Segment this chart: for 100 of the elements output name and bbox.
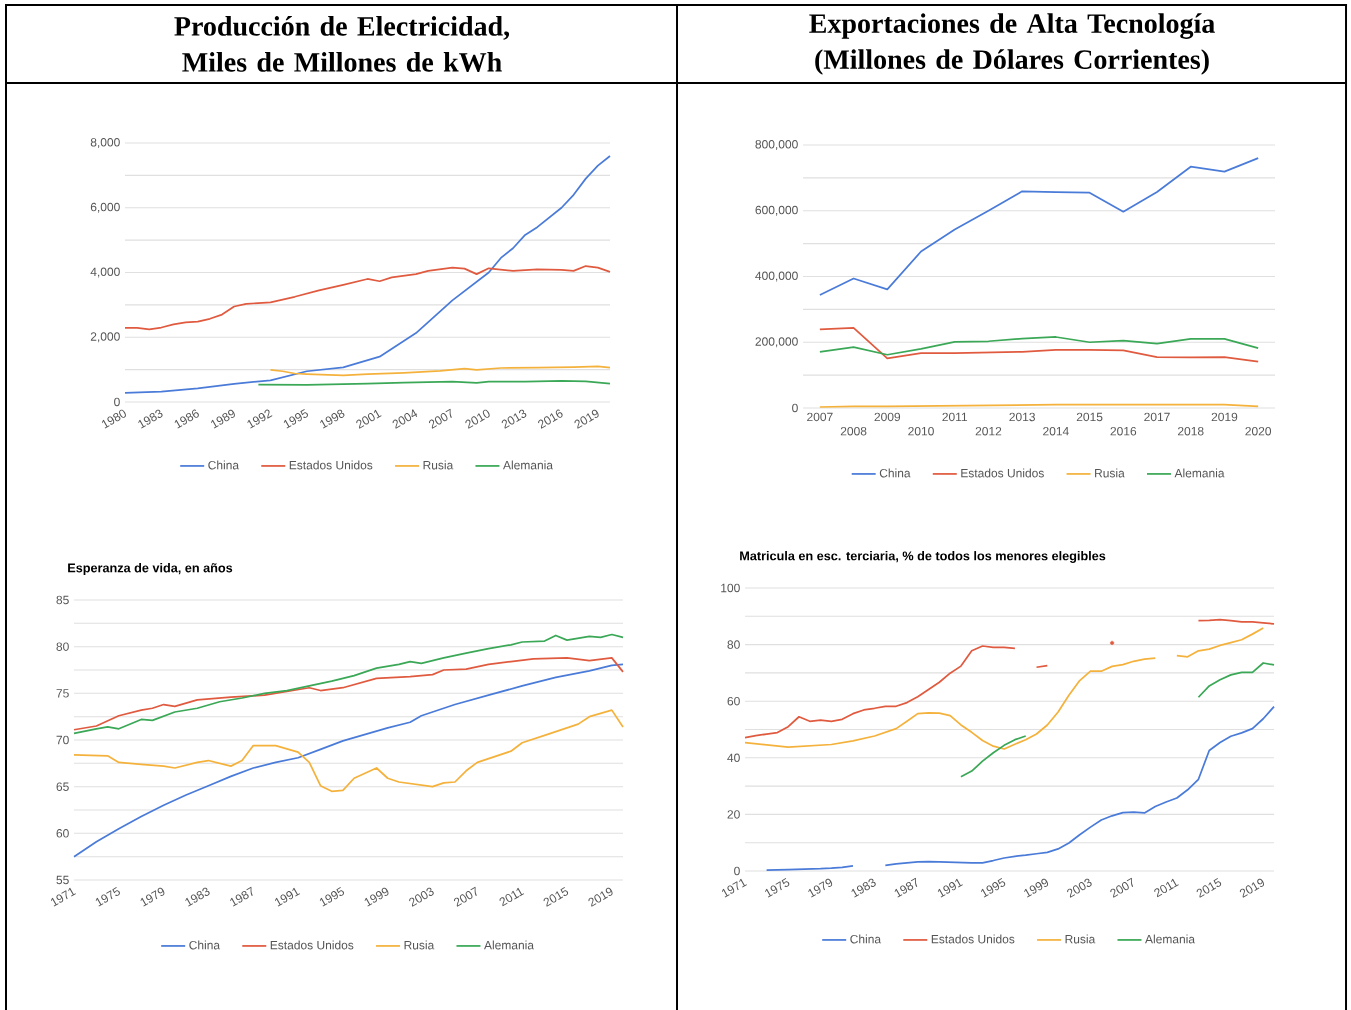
- x-tick-label: 2007: [807, 412, 833, 422]
- x-tick-label: 2015: [543, 887, 569, 907]
- x-tick-label: 1989: [211, 409, 235, 429]
- y-tick-label: 60: [56, 829, 69, 838]
- legend-label: China: [879, 468, 911, 478]
- line-series: [73, 663, 624, 858]
- y-tick-label: 200,000: [755, 337, 798, 348]
- x-tick-label: 2003: [409, 887, 434, 907]
- x-tick-label: 1992: [247, 409, 273, 429]
- y-tick-label: 400,000: [755, 271, 798, 282]
- line-series: [124, 265, 611, 331]
- y-tick-label: 85: [56, 595, 69, 605]
- y-tick-label: 6,000: [90, 202, 120, 213]
- line-series: [73, 633, 624, 735]
- x-tick-label: 1995: [283, 409, 308, 429]
- chart-title: Exportaciones de Alta Tecnología (Millones de Dólares Corrientes): [809, 13, 1215, 75]
- y-tick-label: 4,000: [90, 267, 120, 278]
- y-tick-label: 40: [727, 753, 740, 763]
- x-tick-label: 2013: [501, 409, 527, 429]
- x-tick-label: 1983: [851, 878, 876, 898]
- legend-label: China: [208, 460, 240, 470]
- y-tick-label: 0: [114, 397, 120, 407]
- legend-label: Rusia: [1095, 468, 1125, 478]
- y-tick-label: 0: [734, 866, 740, 876]
- legend-label: Estados Unidos: [961, 468, 1044, 478]
- y-tick-label: 800,000: [755, 140, 798, 150]
- x-tick-label: 2019: [1211, 412, 1238, 422]
- legend-label: Estados Unidos: [289, 460, 373, 470]
- y-tick-label: 60: [727, 696, 740, 706]
- chart-title: Matricula en esc. terciaria, % de todos los menores elegibles: [740, 551, 1106, 563]
- x-tick-label: 1998: [320, 409, 345, 429]
- x-tick-label: 2015: [1076, 412, 1103, 422]
- x-tick-label: 1980: [101, 409, 126, 429]
- line-series: [124, 155, 611, 394]
- x-tick-label: 2015: [1196, 878, 1222, 898]
- x-tick-label: 2016: [1110, 426, 1137, 436]
- x-tick-label: 2019: [1239, 878, 1265, 898]
- x-tick-label: 1975: [95, 887, 120, 907]
- x-tick-label: 1991: [274, 887, 301, 907]
- x-tick-label: 1986: [174, 409, 199, 429]
- x-tick-label: 2011: [1154, 878, 1179, 898]
- x-tick-label: 2013: [1009, 412, 1035, 422]
- x-tick-label: 2007: [428, 408, 452, 429]
- x-tick-label: 1995: [319, 887, 345, 907]
- legend-label: Estados Unidos: [931, 934, 1015, 944]
- legend-label: Rusia: [1065, 934, 1096, 944]
- x-tick-label: 2012: [975, 426, 1002, 436]
- y-tick-label: 75: [56, 689, 69, 698]
- x-tick-label: 2017: [1144, 412, 1170, 422]
- legend-label: Alemania: [484, 940, 535, 950]
- x-tick-label: 2007: [1110, 877, 1134, 898]
- line-series: [269, 365, 611, 377]
- x-tick-label: 1971: [721, 878, 747, 898]
- legend-label: China: [189, 940, 221, 950]
- y-tick-label: 70: [56, 735, 69, 745]
- x-tick-label: 2019: [588, 887, 613, 907]
- x-tick-label: 2010: [465, 409, 490, 429]
- chart-title: Esperanza de vida, en años: [68, 563, 233, 575]
- y-tick-label: 100: [721, 583, 740, 593]
- x-tick-label: 2001: [356, 409, 382, 429]
- x-tick-label: 2011: [942, 412, 968, 422]
- y-tick-label: 55: [56, 875, 69, 885]
- x-tick-label: 1999: [364, 887, 389, 907]
- x-tick-label: 2014: [1043, 426, 1069, 436]
- y-tick-label: 80: [727, 640, 740, 649]
- y-tick-label: 8,000: [90, 138, 120, 148]
- x-tick-label: 1995: [981, 878, 1006, 898]
- x-tick-label: 1983: [185, 887, 210, 907]
- y-tick-label: 80: [56, 642, 69, 651]
- x-tick-label: 2008: [840, 426, 867, 436]
- y-tick-label: 20: [727, 810, 740, 819]
- legend-label: Alemania: [1145, 934, 1196, 944]
- x-tick-label: 1991: [937, 878, 963, 898]
- x-tick-label: 2020: [1245, 426, 1272, 436]
- x-tick-label: 2007: [453, 886, 477, 907]
- x-tick-label: 2016: [538, 409, 563, 429]
- x-tick-label: 1975: [765, 878, 790, 898]
- legend-label: Estados Unidos: [270, 940, 354, 950]
- legend-label: Alemania: [1174, 468, 1225, 478]
- x-tick-label: 2011: [499, 887, 525, 907]
- x-tick-label: 2009: [874, 412, 901, 422]
- x-tick-label: 1999: [1024, 878, 1049, 898]
- x-tick-label: 2018: [1177, 426, 1204, 436]
- x-tick-label: 1971: [50, 887, 76, 907]
- x-tick-label: 1979: [140, 887, 165, 907]
- x-tick-label: 1987: [230, 886, 253, 907]
- legend-label: Alemania: [503, 460, 554, 470]
- x-tick-label: 1987: [894, 877, 918, 898]
- line-series: [819, 157, 1260, 296]
- x-tick-label: 1983: [138, 409, 163, 429]
- x-tick-label: 2010: [908, 426, 934, 436]
- y-tick-label: 2,000: [90, 332, 120, 343]
- x-tick-label: 2003: [1067, 878, 1092, 898]
- x-tick-label: 2019: [574, 409, 599, 429]
- legend-label: Rusia: [404, 940, 435, 950]
- x-tick-label: 1979: [808, 878, 833, 898]
- x-tick-label: 2004: [392, 409, 418, 429]
- legend-label: China: [850, 934, 882, 944]
- chart-title: Producción de Electricidad, Miles de Millones de kWh: [174, 16, 510, 72]
- y-tick-label: 65: [56, 782, 69, 791]
